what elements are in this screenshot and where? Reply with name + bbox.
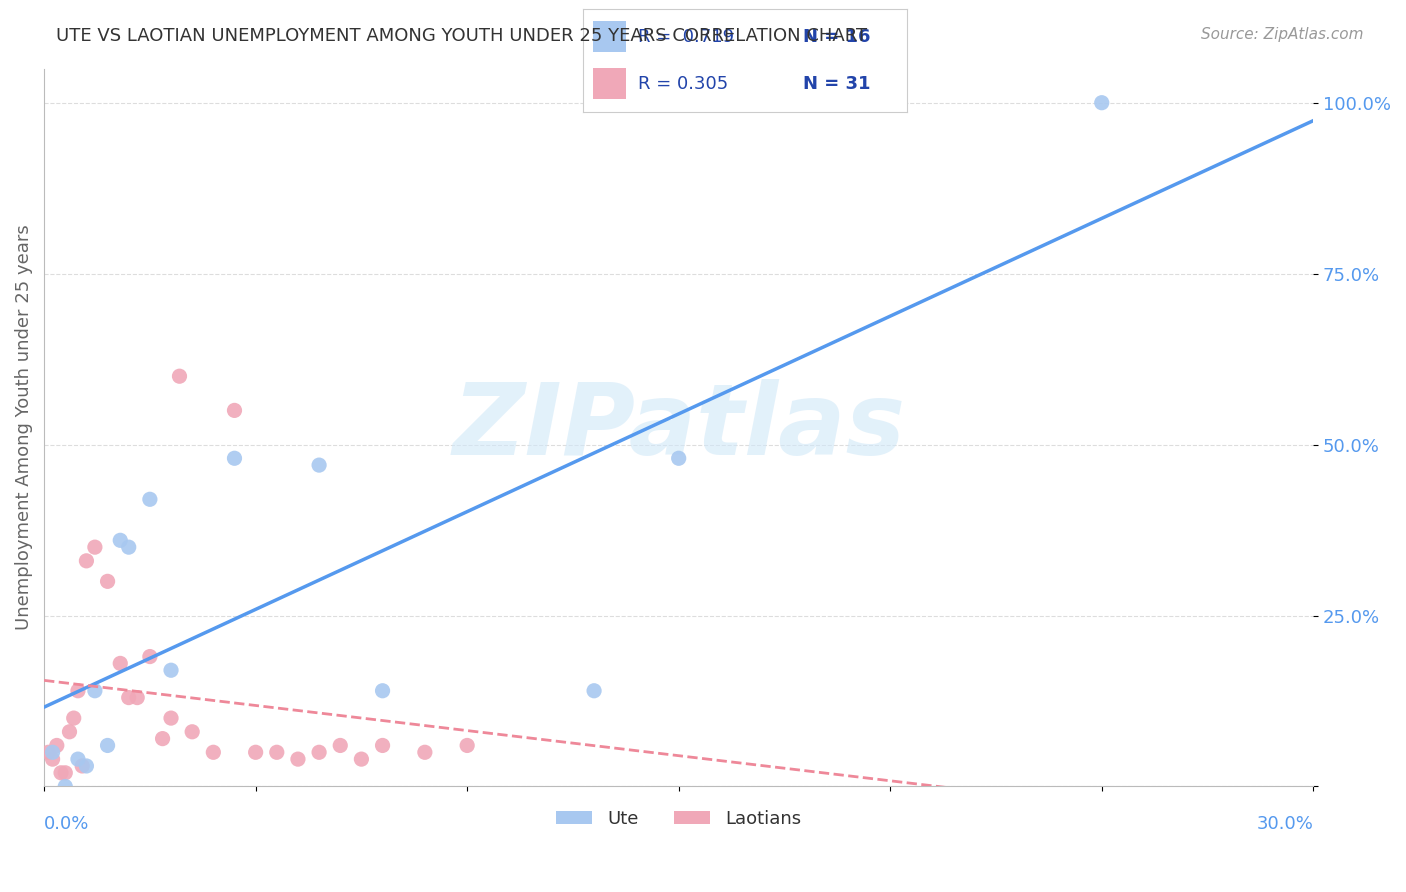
Point (41, 752, 63, 766)
Point (668, 451, 690, 466)
Point (75, 759, 97, 773)
Point (62, 711, 84, 725)
Point (308, 745, 330, 759)
Point (1091, 95, 1114, 110)
Point (139, 649, 162, 664)
Point (245, 745, 267, 759)
Point (329, 739, 352, 753)
Point (58, 724, 80, 739)
Point (45, 739, 67, 753)
Text: N = 16: N = 16 (803, 28, 870, 45)
Point (308, 458, 330, 472)
Point (224, 451, 246, 466)
Text: N = 31: N = 31 (803, 75, 870, 93)
Point (139, 492, 162, 507)
Point (152, 731, 174, 746)
Point (266, 745, 288, 759)
Point (97, 739, 120, 753)
Point (160, 711, 183, 725)
Point (456, 739, 478, 753)
Point (83, 683, 105, 698)
Point (41, 745, 63, 759)
Point (110, 657, 132, 671)
Point (202, 745, 225, 759)
Y-axis label: Unemployment Among Youth under 25 years: Unemployment Among Youth under 25 years (15, 225, 32, 631)
Point (53, 765, 76, 780)
Text: R = 0.305: R = 0.305 (638, 75, 728, 93)
Point (371, 683, 394, 698)
Text: ZIPatlas: ZIPatlas (453, 379, 905, 476)
Text: UTE VS LAOTIAN UNEMPLOYMENT AMONG YOUTH UNDER 25 YEARS CORRELATION CHART: UTE VS LAOTIAN UNEMPLOYMENT AMONG YOUTH … (56, 27, 868, 45)
Point (53, 780, 76, 794)
Point (127, 690, 149, 705)
Point (350, 752, 373, 766)
Point (160, 663, 183, 677)
Point (371, 739, 394, 753)
Point (70, 759, 93, 773)
Point (83, 540, 105, 554)
Point (287, 752, 309, 766)
Point (413, 745, 436, 759)
Point (118, 690, 141, 705)
Point (75, 554, 97, 568)
Point (110, 533, 132, 548)
Point (583, 683, 606, 698)
Point (97, 574, 120, 589)
Point (181, 724, 204, 739)
Point (49, 765, 72, 780)
Point (224, 403, 246, 417)
FancyBboxPatch shape (593, 69, 626, 99)
FancyBboxPatch shape (593, 21, 626, 52)
Legend: Ute, Laotians: Ute, Laotians (550, 803, 808, 835)
Text: R =  0.719: R = 0.719 (638, 28, 734, 45)
Text: 30.0%: 30.0% (1257, 815, 1313, 833)
Point (169, 369, 191, 384)
Text: 0.0%: 0.0% (44, 815, 90, 833)
Point (66, 683, 89, 698)
Point (118, 540, 141, 554)
Point (66, 752, 89, 766)
Text: Source: ZipAtlas.com: Source: ZipAtlas.com (1201, 27, 1364, 42)
Point (37, 745, 59, 759)
